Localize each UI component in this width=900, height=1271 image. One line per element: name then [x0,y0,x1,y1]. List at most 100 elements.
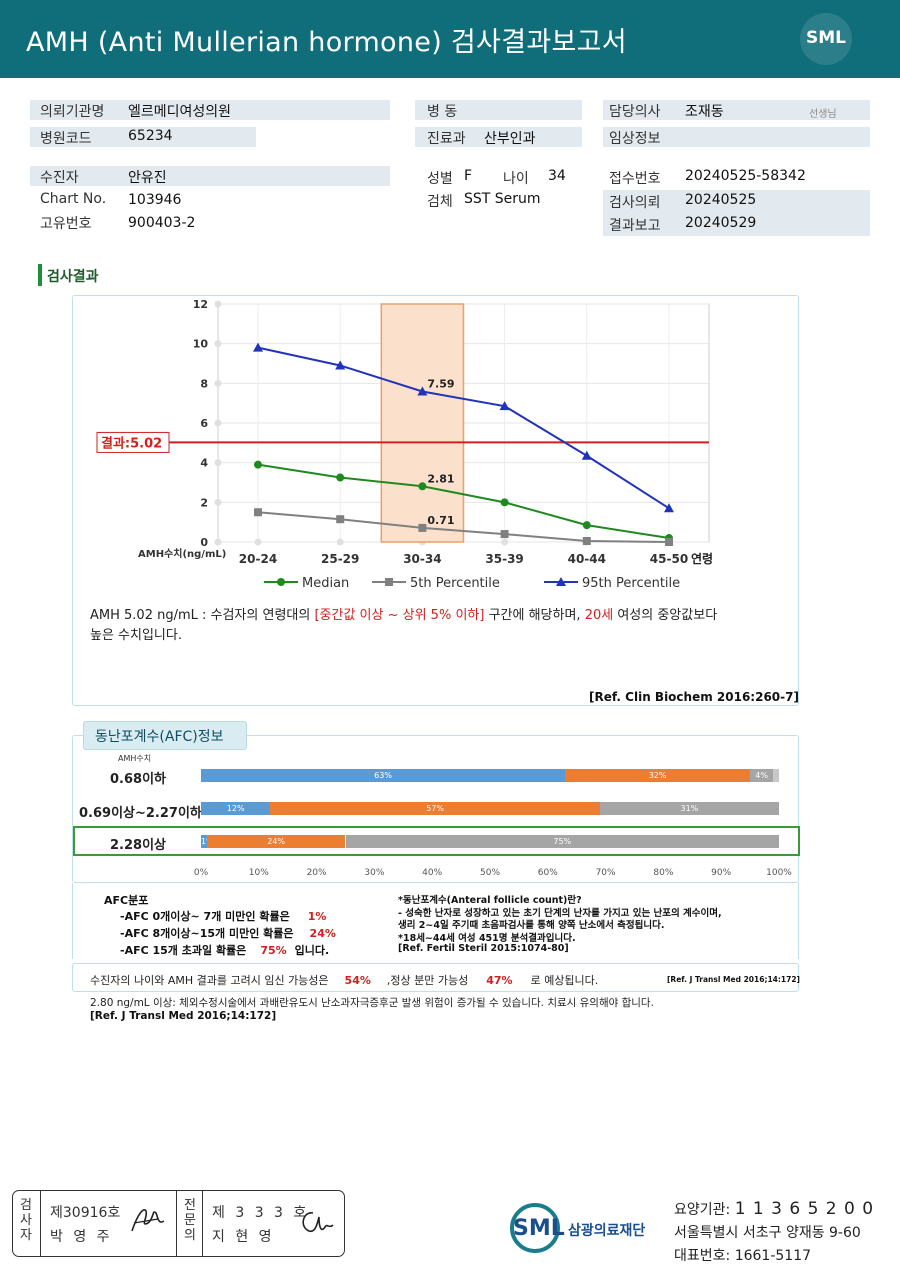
afc-dist-line-1: -AFC 0개이상~ 7개 미만인 확률은 1% [120,910,327,923]
y-tick-dot [214,300,222,308]
afc-bar-3: 1%24%75% [201,835,779,848]
chart-annotations: 7.59 2.81 0.71 [427,377,454,526]
afc-segment: 57% [270,802,600,815]
afc-tab-title: 동난포계수(AFC)정보 [95,729,224,745]
footer-logo-text: SML [513,1216,565,1241]
afc-axis-tick: 20% [306,868,327,878]
data-point [336,473,345,482]
data-point [336,515,345,524]
receipt-label: 접수번호 [609,171,661,187]
patient-value: 안유진 [128,170,167,186]
series-line [257,511,670,543]
y-tick-dot [214,419,222,427]
signature-id-1: 제30916호 [50,1205,121,1221]
afc-dist-line-3: -AFC 15개 초과일 확률은 75% 입니다. [120,944,330,957]
footer-code: 요양기관: 1 1 3 6 5 2 0 0 [674,1199,875,1219]
y-tick-label: 4 [200,457,208,470]
footer-phone: 대표번호: 1661-5117 [674,1248,812,1264]
report-date-label: 결과보고 [609,218,661,234]
hospital-code-value: 65234 [128,128,173,144]
amh-line-chart: 0 2 4 6 8 10 12 20-24 25-29 30-34 35-39 40-44 45-50… [96,298,713,591]
data-point [581,450,592,460]
afc-axis-tick: 70% [595,868,616,878]
legend-label: 5th Percentile [410,576,500,591]
chart-reference: [Ref. Clin Biochem 2016:260-7] [589,690,799,704]
report-date-value: 20240529 [685,215,757,231]
afc-tab [83,721,247,750]
data-point [253,342,263,352]
series-line [257,463,670,540]
x-tick-label: 30-34 [403,552,441,566]
header-logo-text: SML [806,28,846,48]
annotation-label: 2.81 [427,472,454,485]
age-label: 나이 [503,171,529,187]
y-tick-label: 10 [193,338,209,351]
annotation-label: 0.71 [427,514,454,527]
afc-axis-tick: 80% [653,868,674,878]
signature-name-1: 박 영 주 [50,1229,113,1245]
signature-id-2: 제 3 3 3 호 [212,1205,310,1221]
afc-axis-tick: 10% [248,868,269,878]
y-tick-label: 0 [200,536,208,549]
afc-row-label-1: 0.68이하 [110,772,166,787]
series-95th-percentile [253,342,674,513]
afc-dist-line-2: -AFC 8개이상~15개 미만인 확률은 24% [120,927,336,940]
legend-label: 95th Percentile [582,576,680,591]
afc-row-label-2: 0.69이상~2.27이하 [79,806,202,821]
y-tick-dot [214,498,222,506]
signature-divider-3 [202,1190,203,1257]
afc-def-ref: [Ref. Fertil Steril 2015:1074-80] [398,943,569,954]
ohss-footnote-ref: [Ref. J Transl Med 2016;14:172] [90,1010,277,1022]
afc-dist-panel [72,883,799,959]
receipt-value: 20240525-58342 [685,168,806,184]
doctor-suffix: 선생님 [809,109,837,120]
section-marker [38,264,42,286]
specimen-label: 검체 [427,194,453,210]
afc-amh-label: AMH수치 [118,754,152,763]
clinical-label: 임상정보 [609,131,661,147]
prognosis-text: 수진자의 나이와 AMH 결과를 고려시 임신 가능성은 54% ,정상 분만 가능… [90,974,599,987]
afc-bar-2: 12% 57% 31% [201,802,779,815]
hospital-code-bar [30,127,256,147]
y-tick-dot [214,538,222,546]
afc-segment: 4% [750,769,774,782]
signature-scribble-1 [131,1209,165,1232]
report-title: AMH (Anti Mullerian hormone) 검사결과보고서 [26,27,627,58]
dates-bar [603,190,870,236]
afc-segment-rest [773,769,779,782]
afc-axis-tick: 100% [766,868,792,878]
afc-axis-tick: 30% [364,868,385,878]
x-tick-dot [501,538,509,546]
y-tick-label: 6 [200,417,208,430]
data-point [500,530,509,539]
afc-def-line-1: *동난포계수(Anteral follicle count)란? [398,895,582,906]
request-date-label: 검사의뢰 [609,195,661,211]
x-tick-label: 35-39 [485,552,523,566]
unique-no-label: 고유번호 [40,216,92,232]
afc-axis-tick: 60% [537,868,558,878]
doctor-value: 조재동 [685,104,724,120]
x-tick-dot [254,538,262,546]
legend-label: Median [302,576,349,591]
sex-value: F [464,168,473,184]
chart-no-value: 103946 [128,192,182,208]
specimen-value: SST Serum [464,191,541,207]
afc-dist-title: AFC분포 [104,894,149,907]
institution-bar [30,100,390,120]
sml-logo-icon [800,13,852,65]
ward-bar [415,100,582,120]
interpretation-line-1: AMH 5.02 ng/mL : 수검자의 연령대의 [중간값 이상 ~ 상위 … [90,608,718,623]
data-point [254,460,262,469]
department-label: 진료과 [427,131,466,147]
prognosis-panel [72,963,799,992]
x-axis-suffix: 연령 [691,551,713,566]
x-tick-label: 45-50 [650,552,688,566]
annotation-label: 7.59 [427,377,454,390]
department-bar [415,127,582,147]
afc-segment: 75% [345,835,779,848]
data-point [277,578,285,586]
y-tick-labels: 0 2 4 6 8 10 12 [193,298,209,549]
data-point [499,401,510,411]
series-line [257,346,670,510]
